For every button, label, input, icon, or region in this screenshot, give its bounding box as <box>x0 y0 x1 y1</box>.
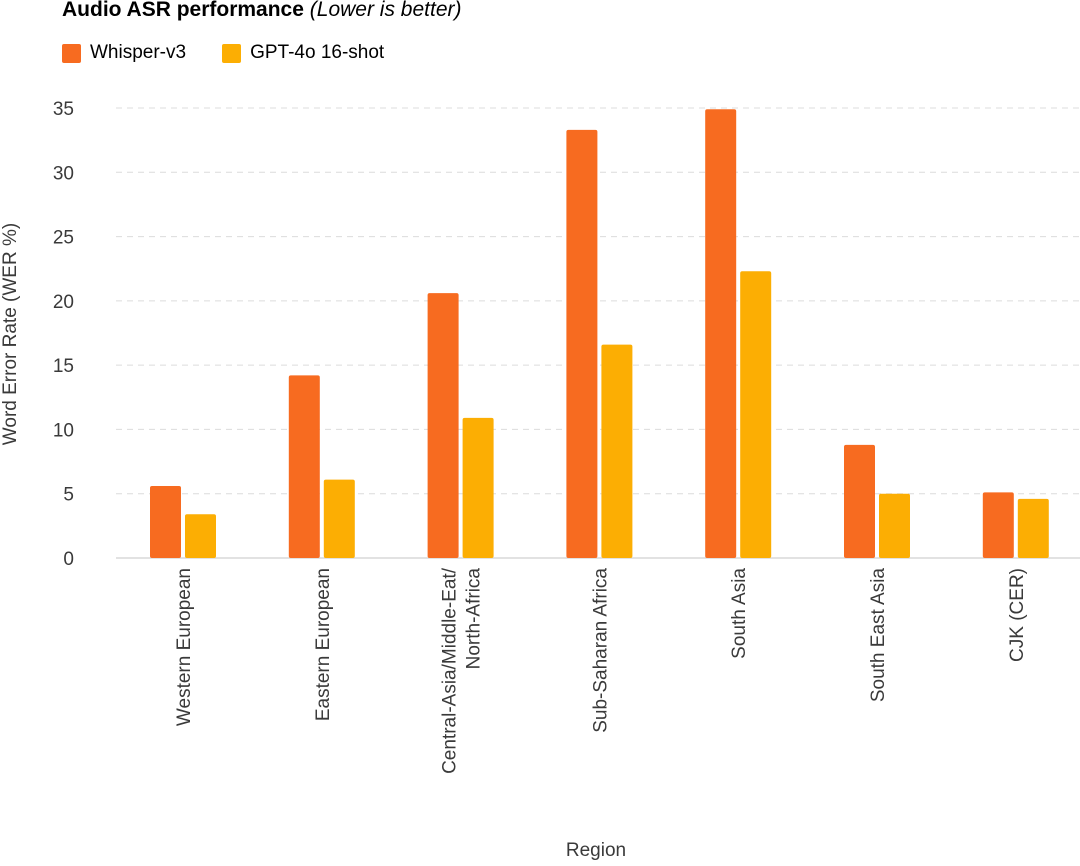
bar-whisper <box>705 109 737 559</box>
y-tick-label: 20 <box>53 292 74 313</box>
y-tick-label: 15 <box>53 356 74 377</box>
bar-whisper <box>150 486 181 558</box>
chart-title-main: Audio ASR performance <box>62 0 304 21</box>
x-tick-label: Western European <box>174 568 195 726</box>
bar-gpt4o <box>1017 498 1049 558</box>
y-tick-label: 10 <box>53 420 74 441</box>
y-axis-ticks: 0 5 10 15 20 25 30 35 <box>53 99 74 570</box>
bar-gpt4o <box>185 514 216 558</box>
legend-swatch-gpt4o <box>222 43 242 63</box>
y-tick-label: 25 <box>53 228 74 249</box>
legend-item-gpt4o: GPT-4o 16-shot <box>222 42 384 64</box>
chart-title: Audio ASR performance (Lower is better) <box>62 0 461 22</box>
x-tick-label: Sub-Saharan Africa <box>590 568 611 733</box>
legend-label-gpt4o: GPT-4o 16-shot <box>250 42 385 63</box>
bar-gpt4o <box>462 417 494 558</box>
bar-whisper <box>288 375 320 558</box>
x-tick-label: Eastern European <box>313 568 334 721</box>
bars <box>150 109 1049 559</box>
x-axis-title: Region <box>566 840 626 861</box>
legend-item-whisper: Whisper-v3 <box>62 42 186 64</box>
x-tick-label: Central-Asia/Middle-Eat/North-Africa <box>440 567 485 774</box>
x-axis-tick-labels: Western European Eastern European Central-… <box>174 567 1028 774</box>
gridlines <box>116 107 1080 559</box>
bar-whisper <box>427 293 459 558</box>
bar-whisper <box>566 129 598 558</box>
legend-label-whisper: Whisper-v3 <box>90 42 187 63</box>
y-tick-label: 5 <box>63 485 74 506</box>
bar-whisper <box>844 444 875 558</box>
bar-gpt4o <box>740 271 772 558</box>
x-tick-label: South Asia <box>729 568 750 659</box>
legend-swatch-whisper <box>62 43 81 63</box>
legend: Whisper-v3 GPT-4o 16-shot <box>62 42 420 64</box>
bar-whisper <box>982 492 1014 558</box>
bar-gpt4o <box>601 344 633 558</box>
y-axis-title: Word Error Rate (WER %) <box>0 223 21 445</box>
x-tick-label: CJK (CER) <box>1007 568 1028 662</box>
y-tick-label: 35 <box>53 99 74 120</box>
bar-gpt4o <box>879 493 910 558</box>
x-tick-label: South East Asia <box>868 568 889 703</box>
chart-subtitle: (Lower is better) <box>309 0 462 21</box>
bar-gpt4o <box>323 479 355 558</box>
y-tick-label: 30 <box>53 163 74 184</box>
y-tick-label: 0 <box>63 549 74 570</box>
